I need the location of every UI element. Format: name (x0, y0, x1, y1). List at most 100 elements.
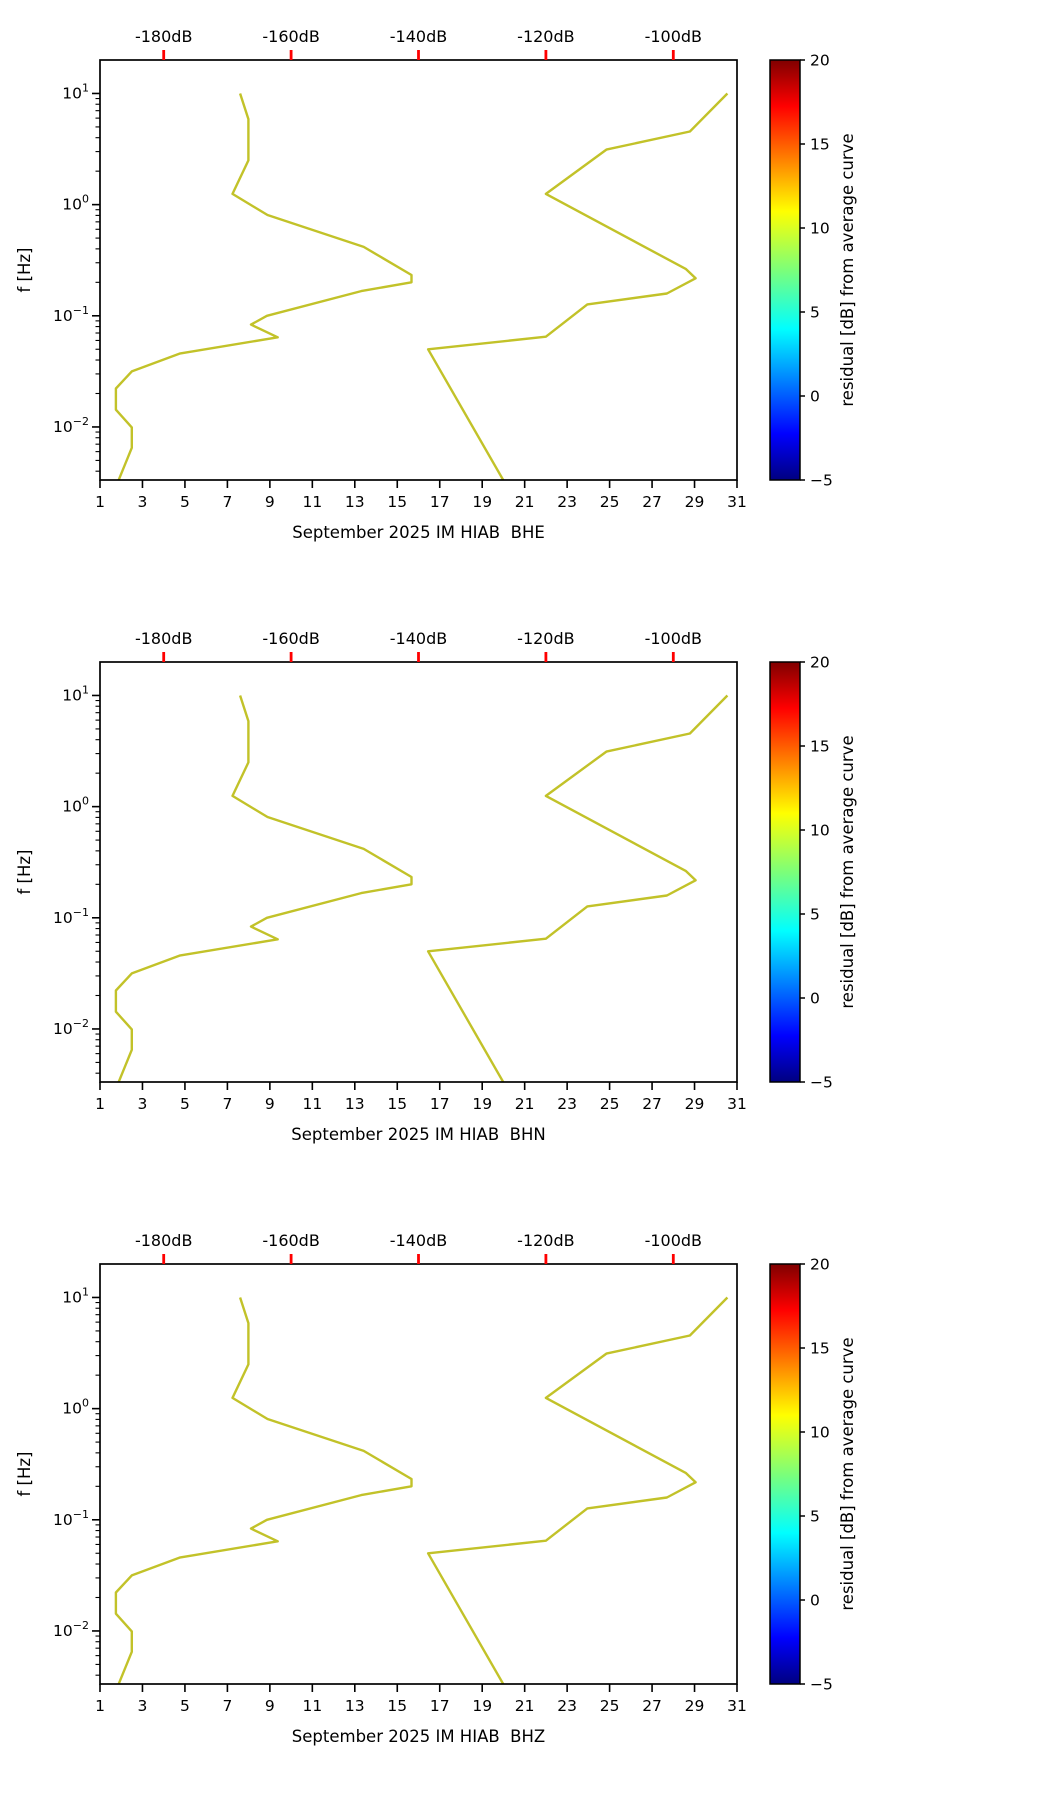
x-tick-label: 9 (265, 1095, 275, 1113)
x-tick-label: 7 (222, 1697, 232, 1715)
y-tick-label: 100 (62, 1397, 89, 1418)
x-tick-label: 25 (600, 493, 620, 511)
colorbar-gradient (769, 59, 801, 481)
colorbar-tick-label: 0 (810, 990, 820, 1008)
y-tick-label: 101 (62, 1285, 89, 1306)
x-tick-label: 17 (430, 1095, 450, 1113)
x-tick-label: 7 (222, 1095, 232, 1113)
colorbar-tick-label: 20 (810, 52, 830, 70)
x-tick-label: 3 (138, 493, 148, 511)
x-tick-label: 11 (302, 493, 322, 511)
top-db-tick-label: -160dB (262, 1231, 319, 1250)
x-tick-label: 9 (265, 1697, 275, 1715)
x-tick-label: 1 (95, 1095, 105, 1113)
top-db-tick-label: -120dB (517, 27, 574, 46)
top-db-tick-label: -180dB (135, 27, 192, 46)
colorbar-tick-label: −5 (810, 1676, 833, 1694)
curve-high-noise-model (426, 92, 729, 480)
x-tick-label: 19 (472, 1697, 492, 1715)
colorbar-tick-label: 5 (810, 304, 820, 322)
x-tick-label: 23 (557, 1697, 577, 1715)
x-tick-label: 13 (345, 1697, 365, 1715)
y-axis-label: f [Hz] (15, 1452, 34, 1497)
curve-low-noise-model (114, 1297, 413, 1684)
curve-low-noise-model (114, 695, 413, 1082)
y-tick-label: 10−1 (53, 906, 89, 927)
x-tick-label: 23 (557, 1095, 577, 1113)
x-axis-label: September 2025 IM HIAB BHE (292, 523, 545, 542)
plot-frame (99, 661, 738, 1083)
x-tick-label: 31 (727, 1095, 747, 1113)
plot-frame (99, 1263, 738, 1685)
x-tick-label: 29 (685, 1697, 705, 1715)
x-tick-label: 21 (515, 1697, 535, 1715)
x-tick-label: 29 (685, 493, 705, 511)
colorbar-tick-label: 5 (810, 906, 820, 924)
plot-frame (99, 59, 738, 481)
colorbar-tick-label: 15 (810, 136, 830, 154)
x-tick-label: 27 (642, 1095, 662, 1113)
colorbar-tick-label: 20 (810, 1256, 830, 1274)
x-tick-label: 27 (642, 493, 662, 511)
x-tick-label: 19 (472, 1095, 492, 1113)
curve-high-noise-model (426, 694, 729, 1082)
x-tick-label: 1 (95, 493, 105, 511)
y-axis-label: f [Hz] (15, 248, 34, 293)
colorbar-tick-label: −5 (810, 472, 833, 490)
panel-bhn: 1 3 5 7 9 11 13 15 17 19 21 23 25 27 29 31-180dB -160dB -… (15, 629, 857, 1144)
x-tick-label: 3 (138, 1697, 148, 1715)
top-db-tick-label: -180dB (135, 1231, 192, 1250)
x-tick-label: 7 (222, 493, 232, 511)
top-db-tick-label: -100dB (645, 1231, 702, 1250)
y-tick-label: 10−2 (53, 1017, 89, 1038)
x-tick-label: 21 (515, 493, 535, 511)
x-tick-label: 11 (302, 1697, 322, 1715)
y-tick-label: 10−2 (53, 1619, 89, 1640)
top-db-tick-label: -100dB (645, 629, 702, 648)
x-tick-label: 15 (387, 1697, 407, 1715)
x-tick-label: 23 (557, 493, 577, 511)
top-db-tick-label: -120dB (517, 629, 574, 648)
x-tick-label: 5 (180, 493, 190, 511)
y-tick-label: 100 (62, 795, 89, 816)
x-tick-label: 25 (600, 1697, 620, 1715)
x-tick-label: 5 (180, 1697, 190, 1715)
colorbar-tick-label: 0 (810, 1592, 820, 1610)
y-tick-label: 101 (62, 81, 89, 102)
colorbar-tick-label: 10 (810, 822, 830, 840)
x-tick-label: 5 (180, 1095, 190, 1113)
x-tick-label: 15 (387, 493, 407, 511)
colorbar-tick-label: 15 (810, 738, 830, 756)
x-tick-label: 19 (472, 493, 492, 511)
x-tick-label: 13 (345, 493, 365, 511)
top-db-tick-label: -120dB (517, 1231, 574, 1250)
colorbar-tick-label: −5 (810, 1074, 833, 1092)
x-tick-label: 15 (387, 1095, 407, 1113)
curve-high-noise-model (426, 1296, 729, 1684)
top-db-tick-label: -100dB (645, 27, 702, 46)
top-db-tick-label: -140dB (390, 1231, 447, 1250)
colorbar-tick-label: 10 (810, 1424, 830, 1442)
top-db-tick-label: -160dB (262, 27, 319, 46)
x-tick-label: 3 (138, 1095, 148, 1113)
y-tick-label: 100 (62, 193, 89, 214)
colorbar-label: residual [dB] from average curve (838, 735, 857, 1008)
x-tick-label: 17 (430, 1697, 450, 1715)
y-tick-label: 10−2 (53, 415, 89, 436)
x-tick-label: 21 (515, 1095, 535, 1113)
top-db-tick-label: -140dB (390, 629, 447, 648)
y-tick-label: 10−1 (53, 304, 89, 325)
x-tick-label: 9 (265, 493, 275, 511)
colorbar-tick-label: 20 (810, 654, 830, 672)
x-tick-label: 13 (345, 1095, 365, 1113)
colorbar-gradient (769, 661, 801, 1083)
y-tick-label: 10−1 (53, 1508, 89, 1529)
colorbar-tick-label: 10 (810, 220, 830, 238)
panel-bhz: 1 3 5 7 9 11 13 15 17 19 21 23 25 27 29 31-180dB -160dB -… (15, 1231, 857, 1746)
y-tick-label: 101 (62, 683, 89, 704)
x-tick-label: 27 (642, 1697, 662, 1715)
top-db-tick-label: -140dB (390, 27, 447, 46)
colorbar-label: residual [dB] from average curve (838, 1337, 857, 1610)
x-tick-label: 1 (95, 1697, 105, 1715)
